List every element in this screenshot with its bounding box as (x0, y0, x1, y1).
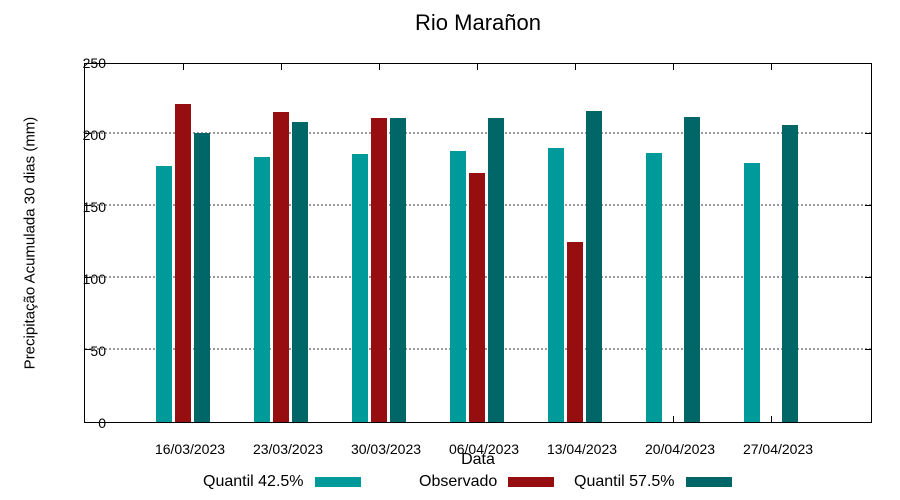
bar-quantil-42-5--16-03-2023 (156, 165, 172, 422)
legend-item-quantil-57-5: Quantil 57.5% (574, 473, 732, 491)
bar-quantil-57-5--23-03-2023 (292, 122, 308, 422)
x-tick-label-23-03-2023: 23/03/2023 (252, 441, 324, 457)
bar-observado-23-03-2023 (273, 112, 289, 422)
y-tickmark (85, 277, 91, 278)
gridline-y-200 (85, 132, 871, 134)
bar-observado-30-03-2023 (371, 118, 387, 422)
y-tick-label-250: 250 (82, 55, 106, 71)
x-tickmark (281, 64, 282, 70)
bar-quantil-57-5--16-03-2023 (194, 132, 210, 422)
y-tickmark (85, 205, 91, 206)
y-tickmark (865, 349, 871, 350)
x-tick-label-30-03-2023: 30/03/2023 (350, 441, 422, 457)
x-tickmark (771, 416, 772, 422)
bar-quantil-42-5--23-03-2023 (254, 157, 270, 422)
y-tick-label-0: 0 (98, 415, 106, 431)
y-tick-label-200: 200 (82, 127, 106, 143)
y-tickmark (85, 349, 91, 350)
legend-item-quantil-42-5: Quantil 42.5% (203, 473, 361, 491)
bar-observado-16-03-2023 (175, 103, 191, 422)
bar-quantil-57-5--13-04-2023 (586, 110, 602, 422)
x-tickmark (575, 64, 576, 70)
y-tickmark (85, 133, 91, 134)
x-tick-label-06-04-2023: 06/04/2023 (448, 441, 520, 457)
legend-item-observado: Observado (419, 473, 555, 491)
x-tick-label-13-04-2023: 13/04/2023 (546, 441, 618, 457)
y-tick-label-100: 100 (82, 271, 106, 287)
bar-quantil-57-5--20-04-2023 (684, 116, 700, 422)
chart-legend: Quantil 42.5% Observado Quantil 57.5% (0, 473, 900, 493)
bar-quantil-42-5--13-04-2023 (548, 148, 564, 422)
legend-label: Quantil 42.5% (203, 473, 304, 490)
legend-swatch-quantil-57-5 (685, 477, 732, 487)
plot-area (84, 63, 872, 423)
bar-observado-13-04-2023 (567, 242, 583, 422)
bar-quantil-42-5--27-04-2023 (744, 162, 760, 422)
x-tickmark (477, 64, 478, 70)
legend-swatch-quantil-42-5 (314, 477, 361, 487)
y-tick-label-150: 150 (82, 199, 106, 215)
legend-swatch-observado (508, 477, 555, 487)
bar-quantil-57-5--27-04-2023 (782, 125, 798, 422)
y-tickmark (865, 205, 871, 206)
bar-quantil-42-5--30-03-2023 (352, 154, 368, 422)
legend-label: Observado (419, 473, 498, 490)
y-tickmark (865, 133, 871, 134)
x-axis-label: Data (461, 451, 495, 468)
bar-quantil-57-5--30-03-2023 (390, 118, 406, 422)
y-axis-label: Precipitação Acumulada 30 dias (mm) (21, 116, 39, 370)
bar-quantil-42-5--06-04-2023 (450, 151, 466, 422)
bar-observado-06-04-2023 (469, 172, 485, 422)
chart-title: Rio Marañon (415, 10, 541, 35)
x-tick-label-20-04-2023: 20/04/2023 (644, 441, 716, 457)
x-tickmark (673, 64, 674, 70)
x-tickmark (183, 64, 184, 70)
y-tick-label-50: 50 (90, 343, 106, 359)
x-tickmark (673, 416, 674, 422)
x-tick-label-27-04-2023: 27/04/2023 (742, 441, 814, 457)
x-tickmark (771, 64, 772, 70)
bar-quantil-57-5--06-04-2023 (488, 118, 504, 422)
x-tickmark (379, 64, 380, 70)
bar-quantil-42-5--20-04-2023 (646, 152, 662, 422)
y-tickmark (865, 277, 871, 278)
legend-label: Quantil 57.5% (574, 473, 675, 490)
x-tick-label-16-03-2023: 16/03/2023 (154, 441, 226, 457)
